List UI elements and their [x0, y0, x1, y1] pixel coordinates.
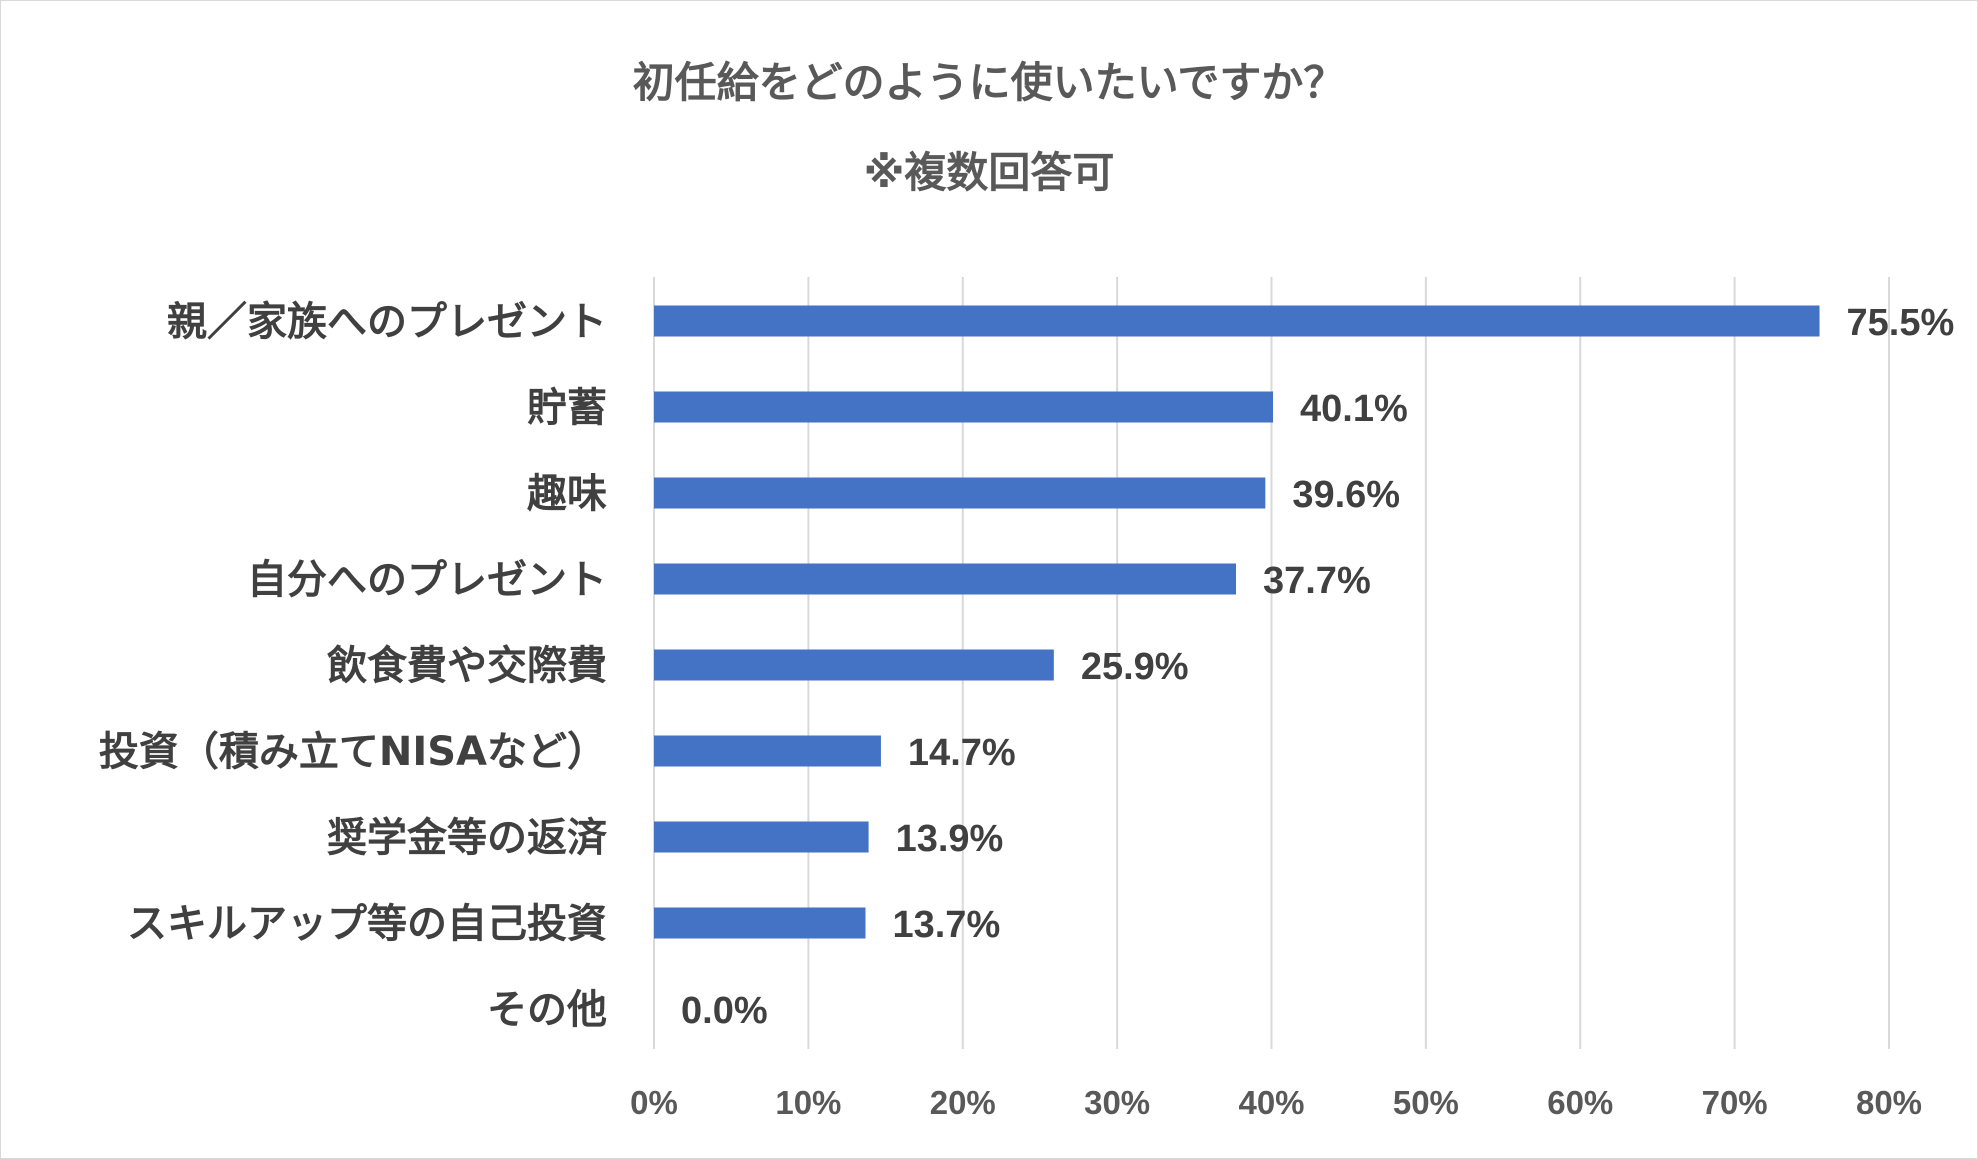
x-tick-label-70: 70% — [1702, 1084, 1768, 1121]
bar-1 — [654, 391, 1274, 423]
bar-4 — [654, 649, 1054, 681]
bar-7 — [654, 907, 866, 939]
x-tick-label-80: 80% — [1856, 1084, 1922, 1121]
chart-subtitle: ※複数回答可 — [864, 148, 1115, 197]
data-label-2: 39.6% — [1292, 474, 1400, 516]
data-label-8: 0.0% — [681, 990, 768, 1032]
chart-title: 初任給をどのように使いたいですか？ — [633, 58, 1346, 107]
x-tick-label-60: 60% — [1547, 1084, 1613, 1121]
bar-5 — [654, 735, 881, 767]
category-label-6: 奨学金等の返済 — [327, 815, 608, 861]
bar-0 — [654, 305, 1820, 337]
category-label-3: 自分へのプレゼント — [247, 557, 607, 603]
bar-2 — [654, 477, 1266, 509]
category-label-7: スキルアップ等の自己投資 — [127, 901, 607, 947]
data-label-1: 40.1% — [1300, 388, 1408, 430]
x-tick-label-0: 0% — [630, 1084, 678, 1121]
category-label-0: 親／家族へのプレゼント — [167, 299, 607, 345]
x-tick-label-20: 20% — [930, 1084, 996, 1121]
x-tick-label-10: 10% — [775, 1084, 841, 1121]
bar-3 — [654, 563, 1236, 595]
data-label-4: 25.9% — [1081, 646, 1189, 688]
data-label-3: 37.7% — [1263, 560, 1371, 602]
data-label-7: 13.7% — [892, 904, 1000, 946]
category-label-2: 趣味 — [527, 471, 607, 517]
data-label-6: 13.9% — [896, 818, 1004, 860]
category-labels: 親／家族へのプレゼント貯蓄趣味自分へのプレゼント飲食費や交際費投資（積み立てNI… — [99, 299, 608, 1033]
x-tick-label-30: 30% — [1084, 1084, 1150, 1121]
category-label-8: その他 — [487, 987, 607, 1033]
x-tick-label-50: 50% — [1393, 1084, 1459, 1121]
bars — [654, 305, 1820, 939]
x-tick-label-40: 40% — [1238, 1084, 1304, 1121]
category-label-5: 投資（積み立てNISAなど） — [99, 729, 607, 775]
category-label-4: 飲食費や交際費 — [327, 643, 607, 689]
bar-6 — [654, 821, 869, 853]
data-label-0: 75.5% — [1847, 302, 1955, 344]
category-label-1: 貯蓄 — [527, 385, 607, 431]
x-axis-ticks: 0% 10% 20% 30% 40% 50% 60% 70% 80% — [630, 1084, 1922, 1121]
data-labels: 75.5% 40.1% 39.6% 37.7% 25.9% 14.7% 13.9% 13.7%… — [681, 302, 1954, 1032]
data-label-5: 14.7% — [908, 732, 1016, 774]
